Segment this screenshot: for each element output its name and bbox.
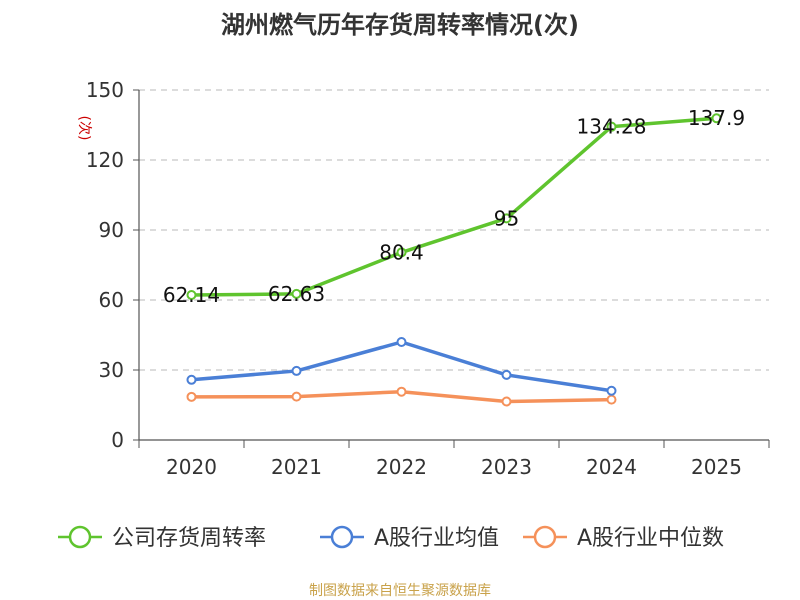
data-label: 62.63 bbox=[268, 282, 325, 306]
x-tick-label: 2021 bbox=[271, 455, 322, 479]
y-tick-label: 0 bbox=[111, 428, 124, 452]
series-point bbox=[291, 365, 302, 376]
data-label: 134.28 bbox=[577, 115, 647, 139]
series-line bbox=[191, 340, 612, 393]
legend-swatch-marker bbox=[533, 525, 557, 549]
y-tick-label: 60 bbox=[99, 288, 124, 312]
series-point bbox=[291, 288, 302, 299]
series-line bbox=[191, 116, 717, 297]
y-tick-label: 150 bbox=[86, 78, 124, 102]
chart-title: 湖州燃气历年存货周转率情况(次) bbox=[221, 11, 579, 39]
series-point bbox=[396, 337, 407, 347]
legend-swatch-marker bbox=[330, 525, 354, 549]
x-tick-label: 2025 bbox=[691, 455, 742, 479]
axes: 0 30 60 90 120 150 2020 2021 2022 2023 2024 2025 bbox=[86, 78, 770, 479]
series-point bbox=[186, 290, 197, 301]
series-point bbox=[711, 113, 722, 124]
x-tick-label: 2020 bbox=[166, 455, 217, 479]
series-point bbox=[501, 213, 512, 224]
y-tick-label: 90 bbox=[99, 218, 124, 242]
data-label: 137.9 bbox=[688, 106, 745, 130]
series-point bbox=[396, 247, 407, 258]
data-label: 95 bbox=[494, 206, 519, 230]
series bbox=[186, 113, 722, 407]
source-note: 制图数据来自恒生聚源数据库 bbox=[309, 583, 491, 599]
y-tick-label: 30 bbox=[99, 358, 124, 382]
legend-label: A股行业中位数 bbox=[577, 526, 724, 551]
series-point bbox=[501, 396, 512, 407]
legend-label: 公司存货周转率 bbox=[112, 526, 266, 551]
legend: 公司存货周转率 A股行业均值 A股行业中位数 bbox=[58, 525, 724, 551]
data-label: 80.4 bbox=[379, 240, 424, 264]
series-point bbox=[291, 391, 302, 402]
y-tick-label: 120 bbox=[86, 148, 124, 172]
series-point bbox=[186, 374, 197, 385]
y-axis-label: (次) bbox=[76, 116, 92, 141]
legend-label: A股行业均值 bbox=[374, 526, 499, 551]
legend-swatch-marker bbox=[68, 525, 92, 549]
data-label: 62.14 bbox=[163, 283, 220, 307]
x-tick-label: 2022 bbox=[376, 455, 427, 479]
series-point bbox=[606, 385, 617, 396]
grid bbox=[139, 89, 769, 371]
series-point bbox=[501, 369, 512, 380]
series-point bbox=[606, 121, 617, 132]
x-tick-label: 2024 bbox=[586, 455, 637, 479]
data-labels: 62.14 62.63 80.4 95 134.28 137.9 bbox=[163, 106, 745, 307]
x-tick-label: 2023 bbox=[481, 455, 532, 479]
series-point bbox=[186, 391, 197, 402]
series-point bbox=[396, 386, 407, 397]
series-point bbox=[606, 394, 617, 405]
